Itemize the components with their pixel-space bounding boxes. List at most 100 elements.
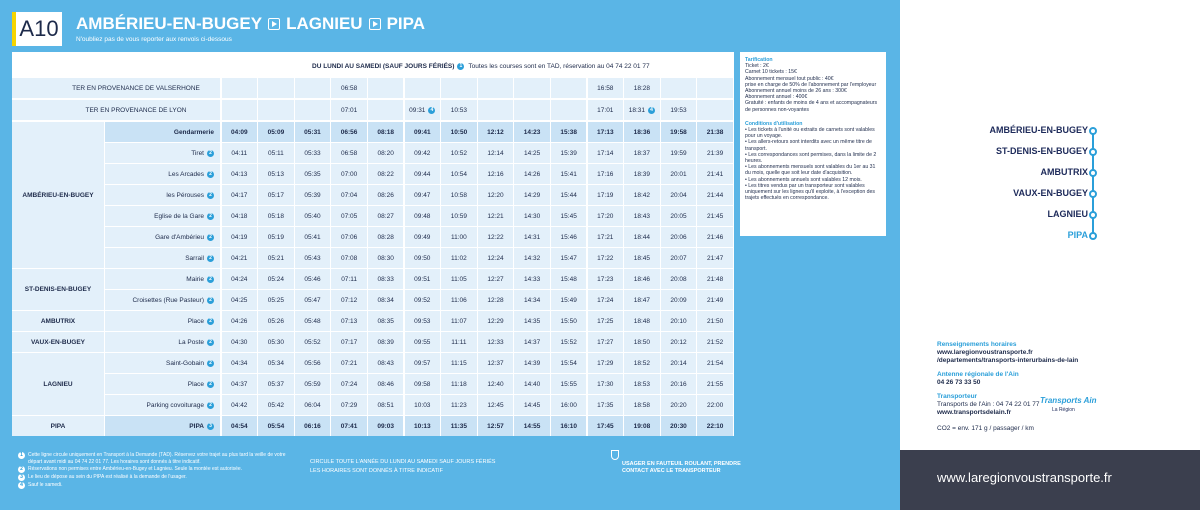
time: 10:52 [441, 143, 477, 163]
ter-time: 16:58 [587, 78, 624, 98]
time: 21:38 [697, 122, 733, 142]
time: 17:19 [587, 185, 624, 205]
time: 22:00 [697, 395, 733, 415]
time: 04:18 [221, 206, 258, 226]
stop: les Pérouses 2 [105, 185, 220, 205]
stop: Eglise de la Gare 2 [105, 206, 220, 226]
time: 11:18 [441, 374, 477, 394]
stop-name: Tiret [191, 149, 204, 157]
note-text: Réservations non permises entre Ambérieu… [28, 466, 243, 472]
time: 14:30 [514, 206, 550, 226]
time: 21:50 [697, 311, 733, 331]
time: 08:51 [367, 395, 404, 415]
time: 09:42 [404, 143, 441, 163]
subtitle: N'oubliez pas de vous reporter aux renvo… [76, 36, 232, 43]
footer-url: www.laregionvoustransporte.fr [937, 470, 1112, 485]
line-badge: A10 [12, 12, 62, 46]
tarif-line: Carnet 10 tickets : 15€ [745, 69, 797, 76]
time: 05:40 [294, 206, 331, 226]
time: 12:57 [477, 416, 514, 436]
time: 12:45 [477, 395, 514, 415]
stop-name: Les Arcades [168, 170, 204, 178]
time: 20:14 [660, 353, 697, 373]
note-icon: 2 [207, 233, 214, 241]
empty-cell [514, 100, 550, 120]
time: 20:07 [660, 248, 697, 268]
time: 04:19 [221, 227, 258, 247]
time: 12:16 [477, 164, 514, 184]
time: 11:11 [441, 332, 477, 352]
note-icon: 2 [207, 170, 214, 178]
time: 17:21 [587, 227, 624, 247]
stop: Gendarmerie [105, 122, 220, 142]
time: 20:04 [660, 185, 697, 205]
time: 14:29 [514, 185, 550, 205]
time: 08:26 [367, 185, 404, 205]
time: 19:59 [660, 143, 697, 163]
time: 12:12 [477, 122, 514, 142]
time: 21:47 [697, 248, 733, 268]
time: 05:47 [294, 290, 331, 310]
time: 08:33 [367, 269, 404, 289]
time: 15:50 [550, 311, 587, 331]
time: 11:05 [441, 269, 477, 289]
route-line [1092, 131, 1094, 235]
time: 18:45 [624, 248, 660, 268]
stop: Parking covoiturage 2 [105, 395, 220, 415]
time: 15:39 [550, 143, 587, 163]
time: 12:40 [477, 374, 514, 394]
time: 15:46 [550, 227, 587, 247]
time: 21:46 [697, 227, 733, 247]
time: 18:53 [624, 374, 660, 394]
note-icon: 2 [18, 466, 25, 473]
time: 12:22 [477, 227, 514, 247]
contact-transporteur-url: www.transportsdelain.fr [937, 409, 1012, 416]
stop-name: Mairie [186, 275, 204, 283]
time: 18:44 [624, 227, 660, 247]
ter-time: 17:01 [587, 100, 624, 120]
contact-transporteur-phone: Transports de l'Ain : 04 74 22 01 77 [937, 401, 1040, 408]
time: 20:12 [660, 332, 697, 352]
note: 3 Le lieu de dépose au sein du PIPA est r… [18, 474, 288, 481]
contact-antenne-title: Antenne régionale de l'Ain [937, 371, 1019, 378]
time: 21:44 [697, 185, 733, 205]
time: 04:25 [221, 290, 258, 310]
notes: 1 Cette ligne circule uniquement en Trans… [18, 452, 288, 490]
empty-cell [404, 78, 441, 98]
stop: Place 2 [105, 311, 220, 331]
time: 17:35 [587, 395, 624, 415]
time: 08:46 [367, 374, 404, 394]
time: 17:14 [587, 143, 624, 163]
contact: Renseignements horaires www.laregionvoust… [937, 341, 1137, 433]
time: 20:10 [660, 311, 697, 331]
time: 09:49 [404, 227, 441, 247]
route-stop: VAUX-EN-BUGEY [1013, 188, 1088, 198]
time: 05:37 [258, 374, 294, 394]
time: 15:44 [550, 185, 587, 205]
town: AMBUTRIX [12, 311, 104, 331]
time: 05:34 [258, 353, 294, 373]
time: 14:25 [514, 143, 550, 163]
accessibility: USAGER EN FAUTEUIL ROULANT, PRENDRE CONT… [622, 461, 741, 474]
note-icon: 1 [457, 62, 465, 70]
ter-time: 06:58 [331, 78, 367, 98]
time: 09:57 [404, 353, 441, 373]
time: 20:30 [660, 416, 697, 436]
note-text: Le lieu de dépose au sein du PIPA est ré… [28, 474, 187, 480]
time: 06:56 [331, 122, 367, 142]
time: 08:39 [367, 332, 404, 352]
route-dot [1089, 232, 1097, 240]
time: 10:13 [404, 416, 441, 436]
time: 08:43 [367, 353, 404, 373]
town: LAGNIEU [12, 353, 104, 415]
time: 14:31 [514, 227, 550, 247]
time: 07:13 [331, 311, 367, 331]
days-info: Toutes les courses sont en TAD, réservat… [468, 62, 650, 70]
ter-time: 10:53 [441, 100, 477, 120]
time: 04:30 [221, 332, 258, 352]
note-icon: 2 [207, 212, 214, 220]
circulation-line: LES HORAIRES SONT DONNÉS À TITRE INDICAT… [310, 468, 443, 474]
note-icon: 4 [18, 482, 25, 489]
time: 14:45 [514, 395, 550, 415]
contact-transporteur-title: Transporteur [937, 393, 978, 400]
